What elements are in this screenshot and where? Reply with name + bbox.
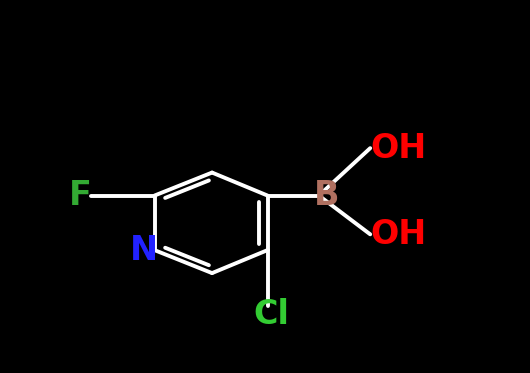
Text: Cl: Cl (254, 298, 289, 331)
Text: N: N (130, 233, 158, 267)
Text: OH: OH (370, 218, 427, 251)
Text: F: F (69, 179, 92, 212)
Text: OH: OH (370, 132, 427, 164)
Text: B: B (314, 179, 340, 212)
